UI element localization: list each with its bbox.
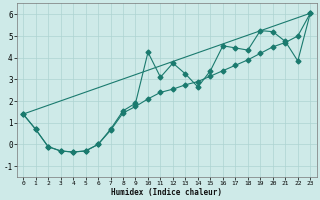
X-axis label: Humidex (Indice chaleur): Humidex (Indice chaleur) <box>111 188 222 197</box>
